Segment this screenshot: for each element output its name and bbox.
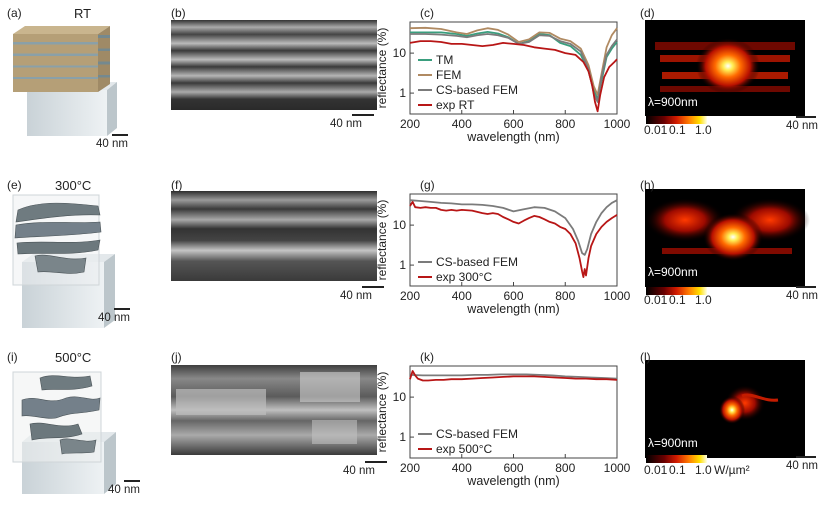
series-line — [409, 370, 618, 382]
panel-label-f: (f) — [171, 178, 183, 192]
y-tick-label: 10 — [393, 46, 407, 60]
series-line — [409, 40, 618, 113]
legend-label: CS-based FEM — [436, 427, 518, 441]
colorbar-ticks: 0.01 0.1 1.0 W/µm² — [644, 463, 750, 477]
y-axis-label: reflectance (%) — [375, 372, 389, 453]
y-tick-label: 1 — [399, 258, 406, 272]
scale-bar-field: 40 nm — [786, 456, 818, 472]
scale-bar-field: 40 nm — [786, 116, 818, 132]
x-tick-label: 1000 — [604, 117, 631, 131]
x-tick-label: 400 — [452, 461, 472, 475]
x-axis-label: wavelength (nm) — [466, 302, 559, 316]
scale-bar-3d: 40 nm — [108, 480, 140, 496]
scale-bar-3d: 40 nm — [96, 134, 128, 150]
x-tick-label: 1000 — [604, 461, 631, 475]
panel-label-h: (h) — [640, 178, 655, 192]
x-tick-label: 600 — [503, 461, 523, 475]
scale-bar-tem: 40 nm — [340, 286, 384, 302]
panel-label-i: (i) — [7, 350, 18, 364]
panel-label-d: (d) — [640, 6, 655, 20]
panel-label-c: (c) — [420, 6, 434, 20]
colorbar-ticks: 0.01 0.1 1.0 — [644, 293, 712, 307]
series-line — [409, 201, 618, 278]
condition-label: RT — [74, 6, 92, 21]
panel-label-e: (e) — [7, 178, 22, 192]
y-tick-label: 10 — [393, 390, 407, 404]
x-tick-label: 800 — [555, 461, 575, 475]
legend-label: exp RT — [436, 98, 475, 112]
panel-label-a: (a) — [7, 6, 22, 20]
legend-label: CS-based FEM — [436, 83, 518, 97]
y-axis-label: reflectance (%) — [375, 28, 389, 109]
scale-bar-tem: 40 nm — [343, 461, 387, 477]
scale-bar-3d: 40 nm — [98, 308, 130, 324]
condition-label: 500°C — [55, 350, 92, 365]
y-tick-label: 1 — [399, 430, 406, 444]
x-tick-label: 400 — [452, 289, 472, 303]
scale-bar-tem: 40 nm — [330, 114, 374, 130]
series-line — [409, 373, 618, 380]
series-line — [409, 26, 618, 96]
legend-label: TM — [436, 53, 453, 67]
wavelength-label: λ=900nm — [648, 436, 698, 450]
x-tick-label: 200 — [400, 117, 420, 131]
wavelength-label: λ=900nm — [648, 95, 698, 109]
x-tick-label: 600 — [503, 289, 523, 303]
y-tick-label: 10 — [393, 218, 407, 232]
series-line — [410, 33, 618, 103]
panel-label-b: (b) — [171, 6, 186, 20]
legend-label: CS-based FEM — [436, 255, 518, 269]
x-tick-label: 200 — [400, 461, 420, 475]
series-line — [409, 199, 618, 256]
x-tick-label: 200 — [400, 289, 420, 303]
legend-label: exp 500°C — [436, 442, 493, 456]
legend-label: exp 300°C — [436, 270, 493, 284]
x-tick-label: 800 — [555, 289, 575, 303]
x-axis-label: wavelength (nm) — [466, 130, 559, 144]
condition-label: 300°C — [55, 178, 92, 193]
panel-label-j: (j) — [171, 350, 182, 364]
y-tick-label: 1 — [399, 86, 406, 100]
panel-label-l: (l) — [640, 350, 651, 364]
panel-label-k: (k) — [420, 350, 434, 364]
x-tick-label: 800 — [555, 117, 575, 131]
legend-label: FEM — [436, 68, 461, 82]
scale-bar-field: 40 nm — [786, 286, 818, 302]
panel-label-g: (g) — [420, 178, 435, 192]
x-tick-label: 400 — [452, 117, 472, 131]
wavelength-label: λ=900nm — [648, 265, 698, 279]
x-tick-label: 600 — [503, 117, 523, 131]
y-axis-label: reflectance (%) — [375, 200, 389, 281]
colorbar-ticks: 0.01 0.1 1.0 — [644, 123, 712, 137]
x-axis-label: wavelength (nm) — [466, 474, 559, 488]
x-tick-label: 1000 — [604, 289, 631, 303]
